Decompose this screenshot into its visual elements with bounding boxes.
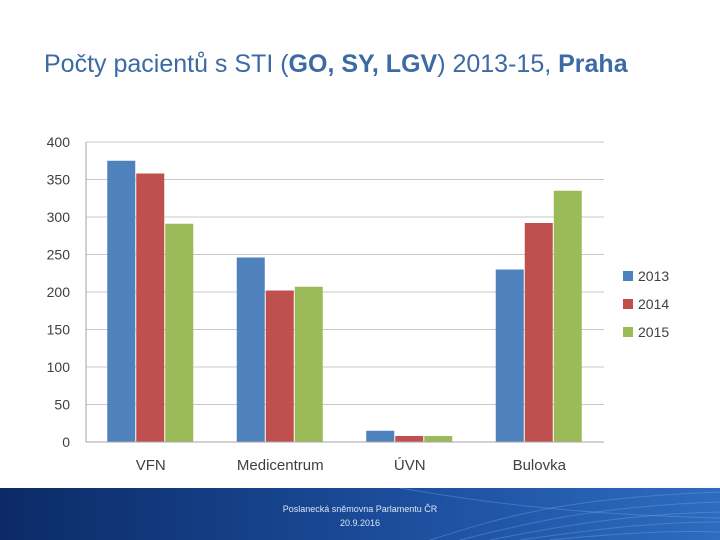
bar-2014-0 — [136, 173, 165, 442]
y-tick-label: 200 — [47, 284, 71, 300]
legend-label-2015: 2015 — [638, 324, 669, 340]
bar-2014-1 — [265, 290, 294, 442]
footer-line-2: 20.9.2016 — [339, 518, 381, 528]
bar-chart: 0 50 100 150 200 250 300 350 400 VFN Medicentrum Ú… — [47, 134, 670, 474]
y-tick-label: 100 — [47, 359, 71, 375]
bar-2015-1 — [294, 286, 323, 442]
legend-label-2013: 2013 — [638, 268, 669, 284]
bar-2013-0 — [107, 160, 136, 442]
y-tick-label: 250 — [47, 247, 71, 263]
legend-swatch-2015 — [623, 327, 633, 337]
x-tick-label: ÚVN — [394, 457, 426, 474]
title-abbrev: GO, SY, LGV — [288, 50, 438, 78]
x-tick-label: VFN — [136, 457, 166, 474]
bar-2015-3 — [553, 190, 582, 442]
y-tick-label: 400 — [47, 134, 71, 150]
x-tick-label: Medicentrum — [237, 457, 324, 474]
y-tick-label: 150 — [47, 322, 71, 338]
footer-text: Poslanecká sněmovna Parlamentu ČR 20.9.2… — [0, 502, 720, 530]
bar-2013-3 — [495, 269, 524, 442]
bar-2014-2 — [395, 436, 424, 442]
chart-legend: 2013 2014 2015 — [623, 268, 669, 340]
bar-2015-2 — [424, 436, 453, 442]
legend-label-2014: 2014 — [638, 296, 669, 312]
x-axis: VFN Medicentrum ÚVN Bulovka — [86, 441, 604, 474]
bar-2015-0 — [165, 223, 194, 442]
legend-swatch-2014 — [623, 299, 633, 309]
legend-swatch-2013 — [623, 271, 633, 281]
title-middle: ) 2013-15, — [437, 50, 559, 78]
y-tick-label: 0 — [62, 434, 70, 450]
bar-2013-2 — [366, 430, 395, 442]
footer-banner — [0, 488, 720, 540]
y-axis: 0 50 100 150 200 250 300 350 400 — [47, 134, 87, 450]
chart-bars — [107, 160, 582, 442]
y-tick-label: 300 — [47, 209, 71, 225]
title-city: Praha — [558, 50, 628, 78]
x-tick-label: Bulovka — [513, 457, 567, 474]
title-prefix: Počty pacientů s STI ( — [44, 50, 289, 78]
bar-2014-3 — [524, 223, 553, 442]
bar-2013-1 — [236, 257, 265, 442]
footer-line-1: Poslanecká sněmovna Parlamentu ČR — [282, 504, 438, 514]
y-tick-label: 350 — [47, 172, 71, 188]
page-title: Počty pacientů s STI (GO, SY, LGV) 2013-… — [44, 50, 628, 79]
y-tick-label: 50 — [54, 397, 70, 413]
